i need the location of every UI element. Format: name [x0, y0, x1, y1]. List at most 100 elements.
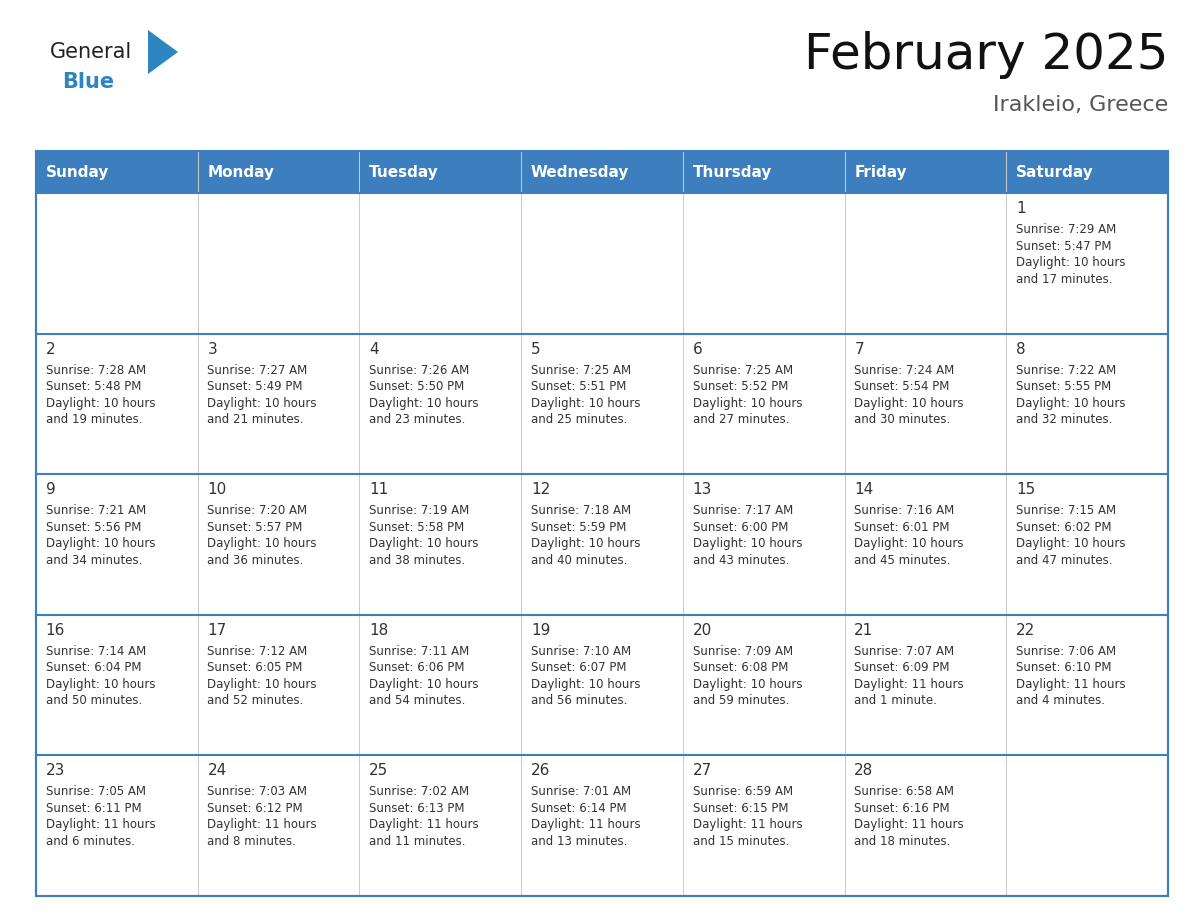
Text: Sunrise: 7:15 AM
Sunset: 6:02 PM
Daylight: 10 hours
and 47 minutes.: Sunrise: 7:15 AM Sunset: 6:02 PM Dayligh… — [1016, 505, 1125, 567]
Text: 21: 21 — [854, 623, 873, 638]
Bar — [197, 615, 360, 756]
Bar — [1006, 334, 1168, 475]
Text: Sunrise: 7:22 AM
Sunset: 5:55 PM
Daylight: 10 hours
and 32 minutes.: Sunrise: 7:22 AM Sunset: 5:55 PM Dayligh… — [1016, 364, 1125, 427]
Bar — [1006, 475, 1168, 615]
Bar — [36, 334, 197, 475]
Text: Tuesday: Tuesday — [369, 165, 438, 180]
Bar — [197, 334, 360, 475]
Text: 8: 8 — [1016, 342, 1025, 357]
Text: 6: 6 — [693, 342, 702, 357]
Bar — [360, 334, 522, 475]
Text: 15: 15 — [1016, 483, 1035, 498]
Bar — [360, 475, 522, 615]
Bar — [683, 151, 845, 194]
Bar — [683, 475, 845, 615]
Text: Sunrise: 7:12 AM
Sunset: 6:05 PM
Daylight: 10 hours
and 52 minutes.: Sunrise: 7:12 AM Sunset: 6:05 PM Dayligh… — [208, 645, 317, 708]
Text: 3: 3 — [208, 342, 217, 357]
Bar — [197, 756, 360, 896]
Bar — [360, 151, 522, 194]
Text: 2: 2 — [45, 342, 56, 357]
Text: 26: 26 — [531, 764, 550, 778]
Bar — [36, 756, 197, 896]
Bar — [845, 151, 1006, 194]
Text: Friday: Friday — [854, 165, 906, 180]
Text: 12: 12 — [531, 483, 550, 498]
Bar — [36, 475, 197, 615]
Text: Sunrise: 7:21 AM
Sunset: 5:56 PM
Daylight: 10 hours
and 34 minutes.: Sunrise: 7:21 AM Sunset: 5:56 PM Dayligh… — [45, 505, 156, 567]
Text: 9: 9 — [45, 483, 56, 498]
Bar — [197, 151, 360, 194]
Text: Sunrise: 6:58 AM
Sunset: 6:16 PM
Daylight: 11 hours
and 18 minutes.: Sunrise: 6:58 AM Sunset: 6:16 PM Dayligh… — [854, 786, 963, 848]
Text: Sunrise: 7:28 AM
Sunset: 5:48 PM
Daylight: 10 hours
and 19 minutes.: Sunrise: 7:28 AM Sunset: 5:48 PM Dayligh… — [45, 364, 156, 427]
Text: Sunrise: 7:26 AM
Sunset: 5:50 PM
Daylight: 10 hours
and 23 minutes.: Sunrise: 7:26 AM Sunset: 5:50 PM Dayligh… — [369, 364, 479, 427]
Bar — [360, 756, 522, 896]
Bar — [845, 615, 1006, 756]
Bar — [845, 194, 1006, 334]
Text: 25: 25 — [369, 764, 388, 778]
Text: 17: 17 — [208, 623, 227, 638]
Text: 20: 20 — [693, 623, 712, 638]
Text: 1: 1 — [1016, 201, 1025, 217]
Text: Sunrise: 7:16 AM
Sunset: 6:01 PM
Daylight: 10 hours
and 45 minutes.: Sunrise: 7:16 AM Sunset: 6:01 PM Dayligh… — [854, 505, 963, 567]
Text: 11: 11 — [369, 483, 388, 498]
Text: Sunrise: 7:17 AM
Sunset: 6:00 PM
Daylight: 10 hours
and 43 minutes.: Sunrise: 7:17 AM Sunset: 6:00 PM Dayligh… — [693, 505, 802, 567]
Text: Sunrise: 7:24 AM
Sunset: 5:54 PM
Daylight: 10 hours
and 30 minutes.: Sunrise: 7:24 AM Sunset: 5:54 PM Dayligh… — [854, 364, 963, 427]
Text: Wednesday: Wednesday — [531, 165, 630, 180]
Text: Sunrise: 6:59 AM
Sunset: 6:15 PM
Daylight: 11 hours
and 15 minutes.: Sunrise: 6:59 AM Sunset: 6:15 PM Dayligh… — [693, 786, 802, 848]
Text: 19: 19 — [531, 623, 550, 638]
Bar — [522, 334, 683, 475]
Bar — [845, 475, 1006, 615]
Bar — [36, 151, 197, 194]
Text: Sunrise: 7:07 AM
Sunset: 6:09 PM
Daylight: 11 hours
and 1 minute.: Sunrise: 7:07 AM Sunset: 6:09 PM Dayligh… — [854, 645, 963, 708]
Text: 5: 5 — [531, 342, 541, 357]
Text: Sunrise: 7:27 AM
Sunset: 5:49 PM
Daylight: 10 hours
and 21 minutes.: Sunrise: 7:27 AM Sunset: 5:49 PM Dayligh… — [208, 364, 317, 427]
Text: Sunrise: 7:06 AM
Sunset: 6:10 PM
Daylight: 11 hours
and 4 minutes.: Sunrise: 7:06 AM Sunset: 6:10 PM Dayligh… — [1016, 645, 1125, 708]
Text: 14: 14 — [854, 483, 873, 498]
Text: Sunrise: 7:19 AM
Sunset: 5:58 PM
Daylight: 10 hours
and 38 minutes.: Sunrise: 7:19 AM Sunset: 5:58 PM Dayligh… — [369, 505, 479, 567]
Bar — [1006, 151, 1168, 194]
Bar — [522, 615, 683, 756]
Text: Irakleio, Greece: Irakleio, Greece — [993, 95, 1168, 115]
Text: 28: 28 — [854, 764, 873, 778]
Bar — [683, 194, 845, 334]
Bar — [1006, 615, 1168, 756]
Bar — [197, 194, 360, 334]
Text: 4: 4 — [369, 342, 379, 357]
Text: Sunrise: 7:25 AM
Sunset: 5:52 PM
Daylight: 10 hours
and 27 minutes.: Sunrise: 7:25 AM Sunset: 5:52 PM Dayligh… — [693, 364, 802, 427]
Text: February 2025: February 2025 — [803, 31, 1168, 79]
Bar — [683, 334, 845, 475]
Polygon shape — [148, 30, 178, 74]
Text: 24: 24 — [208, 764, 227, 778]
Text: 22: 22 — [1016, 623, 1035, 638]
Bar — [845, 334, 1006, 475]
Text: 10: 10 — [208, 483, 227, 498]
Bar — [1006, 756, 1168, 896]
Text: Sunrise: 7:01 AM
Sunset: 6:14 PM
Daylight: 11 hours
and 13 minutes.: Sunrise: 7:01 AM Sunset: 6:14 PM Dayligh… — [531, 786, 640, 848]
Text: 18: 18 — [369, 623, 388, 638]
Bar — [522, 194, 683, 334]
Text: Sunrise: 7:29 AM
Sunset: 5:47 PM
Daylight: 10 hours
and 17 minutes.: Sunrise: 7:29 AM Sunset: 5:47 PM Dayligh… — [1016, 223, 1125, 286]
Bar — [36, 615, 197, 756]
Text: 7: 7 — [854, 342, 864, 357]
Text: Sunrise: 7:18 AM
Sunset: 5:59 PM
Daylight: 10 hours
and 40 minutes.: Sunrise: 7:18 AM Sunset: 5:59 PM Dayligh… — [531, 505, 640, 567]
Text: Sunrise: 7:20 AM
Sunset: 5:57 PM
Daylight: 10 hours
and 36 minutes.: Sunrise: 7:20 AM Sunset: 5:57 PM Dayligh… — [208, 505, 317, 567]
Bar — [683, 615, 845, 756]
Text: 16: 16 — [45, 623, 65, 638]
Bar — [360, 615, 522, 756]
Text: Sunday: Sunday — [45, 165, 109, 180]
Text: 23: 23 — [45, 764, 65, 778]
Text: 27: 27 — [693, 764, 712, 778]
Bar — [522, 756, 683, 896]
Text: Monday: Monday — [208, 165, 274, 180]
Bar — [683, 756, 845, 896]
Bar — [36, 151, 1168, 896]
Text: Thursday: Thursday — [693, 165, 772, 180]
Bar — [845, 756, 1006, 896]
Bar — [360, 194, 522, 334]
Bar — [522, 151, 683, 194]
Text: General: General — [50, 42, 132, 62]
Text: Sunrise: 7:03 AM
Sunset: 6:12 PM
Daylight: 11 hours
and 8 minutes.: Sunrise: 7:03 AM Sunset: 6:12 PM Dayligh… — [208, 786, 317, 848]
Text: Sunrise: 7:11 AM
Sunset: 6:06 PM
Daylight: 10 hours
and 54 minutes.: Sunrise: 7:11 AM Sunset: 6:06 PM Dayligh… — [369, 645, 479, 708]
Text: Sunrise: 7:02 AM
Sunset: 6:13 PM
Daylight: 11 hours
and 11 minutes.: Sunrise: 7:02 AM Sunset: 6:13 PM Dayligh… — [369, 786, 479, 848]
Text: Sunrise: 7:25 AM
Sunset: 5:51 PM
Daylight: 10 hours
and 25 minutes.: Sunrise: 7:25 AM Sunset: 5:51 PM Dayligh… — [531, 364, 640, 427]
